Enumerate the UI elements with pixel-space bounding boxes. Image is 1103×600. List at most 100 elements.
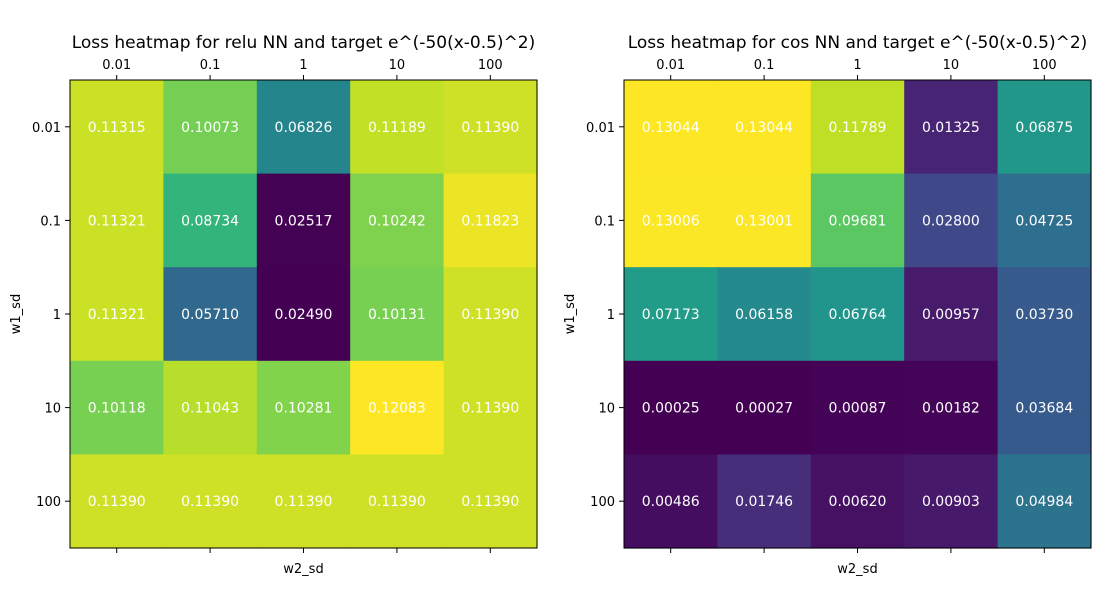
cell-value-label: 0.09681 [829, 213, 887, 229]
heatmap-cell [904, 267, 999, 362]
heatmap-cell [624, 267, 718, 362]
y-tick-label: 1 [53, 308, 61, 323]
y-tick-label: 10 [598, 402, 615, 417]
heatmap-cell [350, 173, 445, 268]
heatmap-cell [997, 173, 1092, 268]
cell-value-label: 0.13044 [642, 120, 700, 136]
cell-value-label: 0.00486 [642, 494, 700, 510]
heatmap-cell [443, 267, 538, 362]
cell-value-label: 0.11390 [368, 494, 426, 510]
heatmap-cell [163, 173, 258, 268]
heatmap-cell [997, 360, 1092, 455]
heatmap-cell [997, 454, 1092, 549]
chart-title: Loss heatmap for cos NN and target e^(-5… [628, 33, 1088, 53]
cell-value-label: 0.00957 [922, 307, 980, 323]
cell-value-label: 0.11789 [829, 120, 887, 136]
heatmap-cell [624, 173, 718, 268]
heatmap-cell [717, 173, 812, 268]
cell-value-label: 0.11390 [181, 494, 239, 510]
cell-value-label: 0.11043 [181, 401, 239, 417]
y-tick-label: 100 [36, 495, 61, 510]
y-axis-label: w1_sd [563, 294, 578, 334]
heatmap-cell [624, 360, 718, 455]
cell-value-label: 0.03730 [1015, 307, 1073, 323]
x-tick-label: 1 [853, 58, 861, 73]
cell-value-label: 0.06764 [829, 307, 887, 323]
heatmap-cell [70, 267, 164, 362]
heatmap-cell [810, 80, 905, 175]
y-tick-label: 0.1 [40, 214, 61, 229]
heatmap-cell [904, 173, 999, 268]
heatmap-cell [163, 454, 258, 549]
x-axis-label: w2_sd [283, 562, 323, 577]
cell-value-label: 0.00620 [829, 494, 887, 510]
heatmap-cell [256, 267, 351, 362]
cell-value-label: 0.11390 [461, 494, 519, 510]
heatmap-cell [256, 80, 351, 175]
cell-value-label: 0.11321 [88, 307, 146, 323]
cell-value-label: 0.00025 [642, 401, 700, 417]
heatmap-cell [904, 80, 999, 175]
y-tick-label: 0.01 [586, 121, 615, 136]
heatmap-cell [443, 80, 538, 175]
cell-value-label: 0.11315 [88, 120, 146, 136]
cell-value-label: 0.10131 [368, 307, 426, 323]
heatmap-cell [997, 267, 1092, 362]
cell-value-label: 0.06158 [735, 307, 793, 323]
cell-value-label: 0.01325 [922, 120, 980, 136]
x-tick-label: 0.01 [656, 58, 685, 73]
x-tick-label: 100 [1032, 58, 1057, 73]
heatmap-cell [163, 267, 258, 362]
heatmap-cell [70, 173, 164, 268]
cell-value-label: 0.12083 [368, 401, 426, 417]
cell-value-label: 0.03684 [1015, 401, 1073, 417]
cell-value-label: 0.01746 [735, 494, 793, 510]
cell-value-label: 0.02490 [275, 307, 333, 323]
heatmap-cell [350, 454, 445, 549]
cell-value-label: 0.11390 [461, 307, 519, 323]
cell-value-label: 0.13044 [735, 120, 793, 136]
heatmap-cell [810, 454, 905, 549]
heatmap-cell [350, 80, 445, 175]
heatmap-cell [810, 173, 905, 268]
x-tick-label: 1 [299, 58, 307, 73]
y-axis-label: w1_sd [9, 294, 24, 334]
cell-value-label: 0.10242 [368, 213, 426, 229]
heatmap-cell [163, 360, 258, 455]
cell-value-label: 0.11823 [461, 213, 519, 229]
heatmap-cell [443, 173, 538, 268]
cell-value-label: 0.10118 [88, 401, 146, 417]
cell-value-label: 0.04984 [1015, 494, 1073, 510]
heatmap-cell [717, 454, 812, 549]
heatmap-cell [256, 360, 351, 455]
cell-value-label: 0.11390 [461, 401, 519, 417]
cell-value-label: 0.11390 [88, 494, 146, 510]
heatmap-cell [443, 454, 538, 549]
x-tick-label: 100 [478, 58, 503, 73]
heatmap-cell [443, 360, 538, 455]
cell-value-label: 0.11390 [275, 494, 333, 510]
chart-title: Loss heatmap for relu NN and target e^(-… [72, 33, 536, 53]
cell-value-label: 0.11390 [461, 120, 519, 136]
cell-value-label: 0.02800 [922, 213, 980, 229]
cell-value-label: 0.08734 [181, 213, 239, 229]
heatmap-cell [350, 360, 445, 455]
cell-value-label: 0.06875 [1015, 120, 1073, 136]
heatmap-cell [256, 454, 351, 549]
x-tick-label: 0.1 [754, 58, 775, 73]
cell-value-label: 0.11189 [368, 120, 426, 136]
heatmap-cell [717, 80, 812, 175]
heatmap-cell [810, 360, 905, 455]
cell-value-label: 0.10073 [181, 120, 239, 136]
heatmap-cell [350, 267, 445, 362]
cell-value-label: 0.10281 [275, 401, 333, 417]
cell-value-label: 0.13001 [735, 213, 793, 229]
heatmap-cell [904, 454, 999, 549]
x-axis-label: w2_sd [837, 562, 877, 577]
x-tick-label: 10 [943, 58, 960, 73]
x-tick-label: 10 [389, 58, 406, 73]
heatmap-cell [624, 80, 718, 175]
heatmap-cell [70, 360, 164, 455]
y-tick-label: 1 [607, 308, 615, 323]
